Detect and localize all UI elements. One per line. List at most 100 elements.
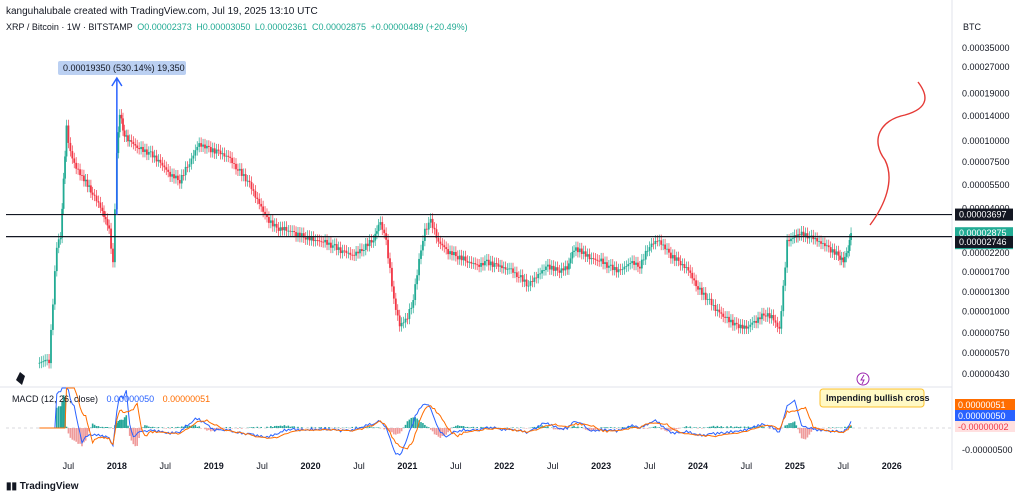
candle-body: [704, 292, 707, 300]
candle-body: [287, 230, 290, 232]
candle-body: [264, 211, 266, 215]
brand-text: TradingView: [19, 481, 79, 492]
candle-body: [40, 361, 43, 363]
candle-body: [739, 324, 742, 329]
candle-body: [637, 262, 639, 267]
logo-dino-icon: [16, 372, 25, 385]
macd-histogram-bar: [598, 428, 601, 429]
candle-body: [114, 209, 116, 263]
candle-body: [314, 240, 317, 242]
macd-histogram-bar: [252, 427, 255, 428]
candle-body: [252, 189, 255, 191]
candle-body: [93, 194, 96, 196]
support-tag: 0.00002746: [959, 237, 1007, 247]
candle-body: [745, 325, 748, 329]
macd-histogram-bar: [749, 427, 752, 428]
macd-histogram-bar: [720, 426, 723, 428]
macd-histogram-bar: [431, 428, 434, 432]
candle-body: [842, 257, 845, 263]
macd-histogram-bar: [225, 426, 228, 428]
macd-histogram-bar: [699, 427, 701, 428]
candle-body: [235, 163, 237, 170]
candle-body: [652, 243, 655, 245]
candle-body: [304, 237, 307, 240]
macd-histogram-bar: [761, 426, 763, 428]
price-axis-label-4: 0.00010000: [962, 136, 1010, 146]
macd-histogram-bar: [175, 427, 177, 428]
macd-histogram-bar: [621, 427, 624, 428]
macd-histogram-bar: [125, 415, 128, 428]
candle-body: [768, 313, 771, 319]
candle-body: [716, 309, 719, 311]
candle-body: [406, 318, 409, 320]
macd-histogram-bar: [134, 428, 137, 447]
macd-histogram-bar: [476, 427, 478, 428]
candle-body: [106, 219, 109, 226]
macd-histogram-bar: [136, 428, 138, 446]
candle-body: [330, 242, 332, 248]
candle-body: [343, 250, 346, 252]
candle-body: [324, 239, 327, 243]
candle-body: [529, 281, 532, 286]
currency-label: BTC: [963, 22, 981, 32]
time-axis-label-0: Jul: [63, 461, 75, 471]
candle-body: [443, 245, 446, 248]
candle-body: [820, 241, 822, 244]
macd-histogram-bar: [272, 427, 274, 428]
macd-histogram-bar: [664, 428, 666, 431]
macd-histogram-bar: [631, 426, 633, 428]
candle-body: [266, 214, 268, 218]
macd-histogram-bar: [59, 406, 62, 428]
symbol-name: XRP / Bitcoin · 1W · BITSTAMP: [6, 22, 133, 32]
time-axis-label-12: Jul: [644, 461, 656, 471]
candles: [38, 109, 852, 369]
candle-body: [202, 144, 204, 147]
candle-body: [134, 144, 137, 146]
macd-histogram-bar: [416, 418, 418, 428]
macd-histogram-bar: [829, 428, 832, 429]
candle-body: [159, 159, 162, 163]
macd-histogram-bar: [753, 426, 755, 428]
price-axis-label-12: 0.00000750: [962, 328, 1010, 338]
macd-histogram-bar: [301, 427, 303, 428]
macd-histogram-bar: [556, 428, 559, 430]
macd-histogram-bar: [351, 426, 354, 428]
candle-body: [221, 153, 224, 155]
candle-body: [200, 143, 203, 147]
candle-body: [248, 180, 251, 183]
candle-body: [485, 259, 488, 262]
candle-body: [844, 256, 846, 263]
macd-histogram-bar: [424, 424, 426, 428]
candle-body: [635, 262, 637, 265]
candle-body: [816, 238, 819, 242]
macd-histogram-bar: [270, 426, 272, 428]
low-value: L0.00002361: [254, 22, 308, 32]
candle-body: [404, 318, 407, 323]
macd-histogram-bar: [554, 428, 557, 430]
candle-body: [687, 267, 690, 271]
candle-body: [283, 226, 286, 231]
projected-path-drawing: [869, 81, 926, 226]
candle-body: [757, 317, 759, 323]
macd-histogram-bar: [600, 427, 602, 428]
candle-body: [484, 261, 486, 266]
candle-body: [178, 180, 181, 184]
candle-body: [675, 257, 678, 261]
candle-body: [320, 241, 323, 243]
price-axis-label-1: 0.00027000: [962, 62, 1010, 72]
time-axis-label-14: Jul: [741, 461, 753, 471]
candle-body: [673, 255, 676, 261]
macd-histogram-bar: [208, 428, 210, 431]
candle-body: [504, 267, 507, 270]
macd-histogram-bar: [314, 427, 317, 428]
macd-histogram-bar: [287, 425, 290, 428]
candle-body: [535, 277, 538, 279]
candle-body: [180, 175, 183, 184]
candle-body: [316, 240, 319, 241]
candle-body: [594, 258, 597, 260]
candle-body: [629, 263, 632, 265]
candle-body: [355, 251, 357, 256]
candle-body: [297, 232, 299, 237]
